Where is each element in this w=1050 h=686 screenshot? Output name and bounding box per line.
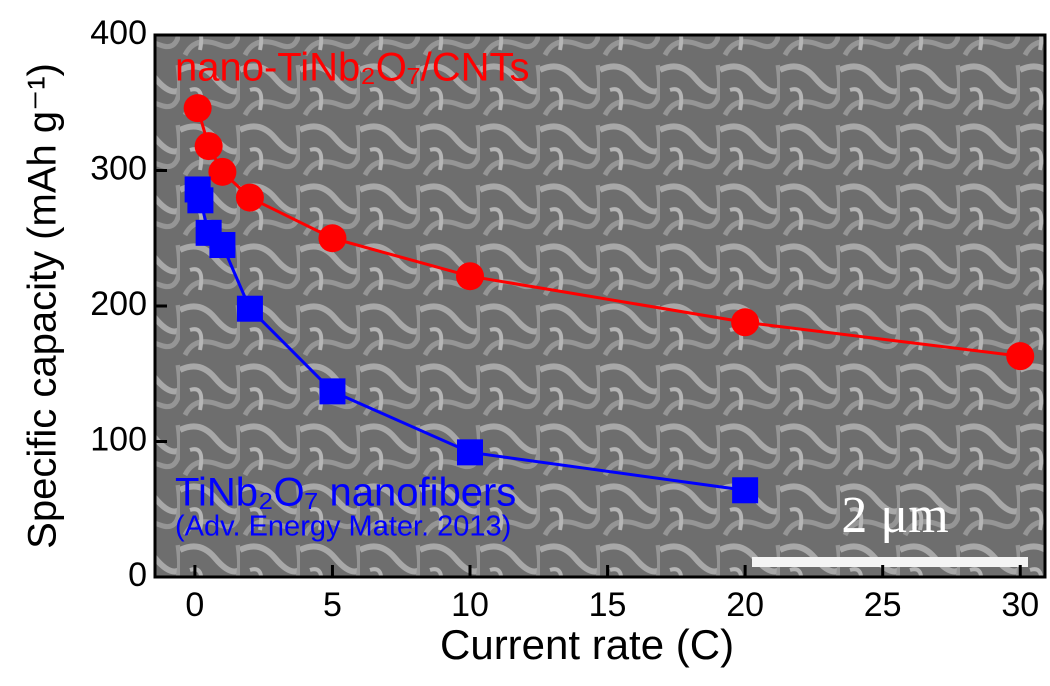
- y-tick-label: 300: [90, 149, 147, 187]
- x-tick-label: 10: [451, 586, 489, 624]
- point: [194, 132, 223, 161]
- point: [187, 187, 214, 214]
- point: [319, 378, 346, 405]
- data-layer: [183, 94, 1035, 504]
- point: [208, 157, 237, 186]
- point: [731, 308, 760, 337]
- x-tick-label: 25: [864, 586, 902, 624]
- point: [318, 224, 347, 253]
- x-axis-label: Current rate (C): [440, 621, 734, 668]
- y-tick-label: 200: [90, 285, 147, 323]
- point: [209, 232, 236, 259]
- scale-bar-label: 2 μm: [841, 487, 948, 544]
- point: [1006, 342, 1035, 371]
- y-tick-label: 400: [90, 14, 147, 52]
- x-tick-label: 15: [589, 586, 627, 624]
- point: [183, 94, 212, 123]
- sem-background: [155, 35, 1045, 577]
- x-tick-label: 5: [323, 586, 342, 624]
- y-tick-label: 0: [128, 556, 147, 594]
- point: [732, 477, 759, 504]
- point: [235, 183, 264, 212]
- legend-label: TiNb₂O₇ nanofibers: [175, 471, 516, 515]
- y-tick-label: 100: [90, 420, 147, 458]
- x-tick-label: 0: [185, 586, 204, 624]
- point: [457, 439, 484, 466]
- point: [456, 262, 485, 291]
- legend-label: nano-TiNb₂O₇/CNTs: [175, 46, 530, 90]
- x-tick-label: 20: [726, 586, 764, 624]
- point: [236, 295, 263, 322]
- citation: (Adv. Energy Mater. 2013): [175, 511, 511, 543]
- y-axis-label: Specific capacity (mAh g⁻¹): [21, 63, 65, 549]
- x-tick-label: 30: [1001, 586, 1039, 624]
